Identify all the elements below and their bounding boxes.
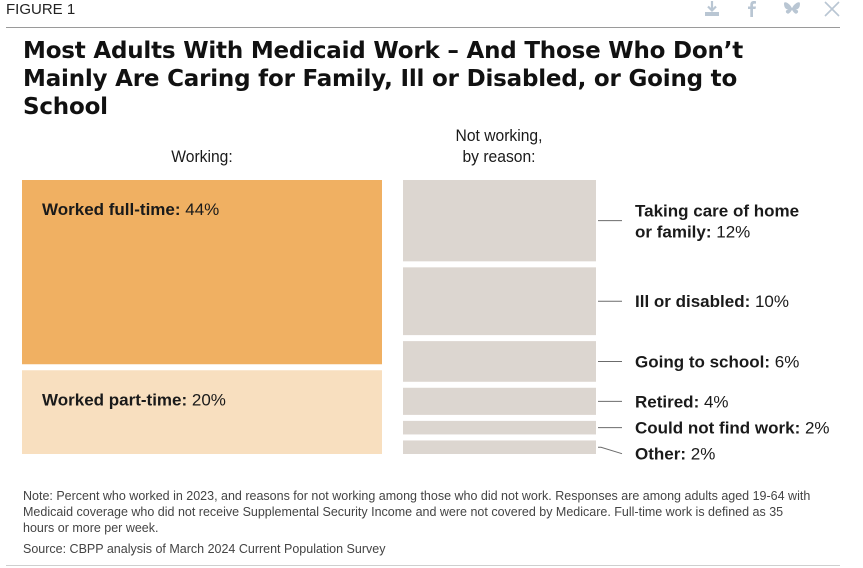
not-working-heading-line-2: by reason: (462, 147, 536, 166)
bluesky-icon[interactable] (783, 0, 801, 18)
working-heading-text: Working: (171, 147, 233, 166)
not-working-bar-going-to-school (403, 341, 596, 382)
not-working-bar-other (403, 440, 596, 454)
leader-line-other (598, 446, 623, 455)
not-working-bar-ill-or-disabled (403, 267, 596, 336)
figure-label: FIGURE 1 (6, 1, 76, 18)
not-working-label-taking-care-of-home-line-1: Taking care of home (635, 202, 799, 221)
not-working-column-heading: Not working, by reason: (408, 125, 590, 167)
bottom-divider (6, 565, 840, 566)
working-bar-worked-part-time (22, 370, 382, 454)
chart-title: Most Adults With Medicaid Work – And Tho… (23, 38, 744, 120)
download-icon[interactable] (703, 0, 721, 18)
chart-source: Source: CBPP analysis of March 2024 Curr… (23, 542, 386, 556)
working-column-heading: Working: (36, 146, 367, 167)
not-working-label-going-to-school: Going to school: 6% (635, 352, 799, 371)
share-toolbar (703, 0, 841, 18)
not-working-bar-taking-care-of-home (403, 180, 596, 262)
x-icon[interactable] (823, 0, 841, 18)
not-working-heading-line-1: Not working, (455, 126, 543, 145)
working-label-worked-full-time: Worked full-time: 44% (42, 200, 219, 219)
working-label-worked-part-time: Worked part-time: 20% (42, 390, 226, 409)
chart-note: Note: Percent who worked in 2023, and re… (23, 489, 811, 535)
not-working-label-ill-or-disabled: Ill or disabled: 10% (635, 292, 789, 311)
facebook-icon[interactable] (743, 0, 761, 18)
not-working-label-could-not-find-work: Could not find work: 2% (635, 419, 830, 438)
not-working-label-retired: Retired: 4% (635, 392, 729, 411)
working-bar-worked-full-time (22, 180, 382, 365)
not-working-bar-could-not-find-work (403, 420, 596, 435)
not-working-label-taking-care-of-home-line-2: or family: 12% (635, 223, 750, 242)
top-divider (6, 27, 840, 28)
not-working-label-other: Other: 2% (635, 445, 715, 464)
not-working-bar-retired (403, 387, 596, 415)
